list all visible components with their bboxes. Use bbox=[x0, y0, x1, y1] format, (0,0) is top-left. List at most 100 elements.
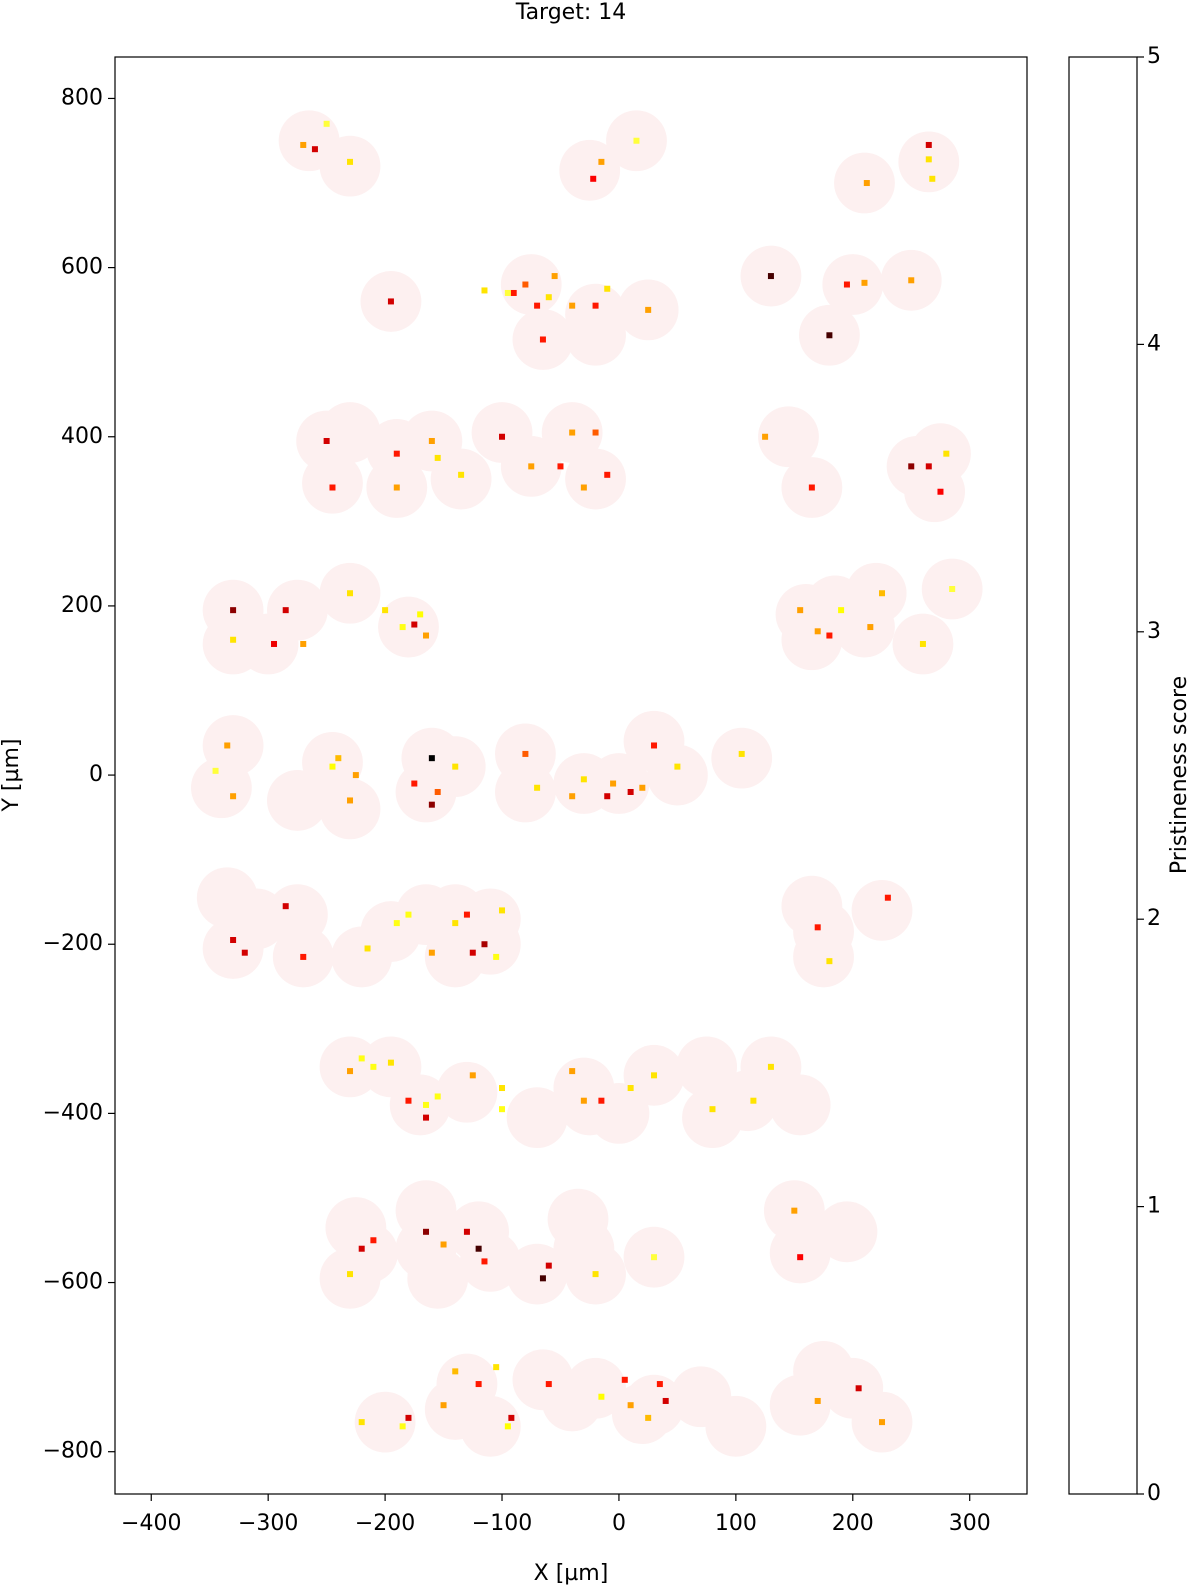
x-axis-label: X [µm] bbox=[534, 1561, 609, 1586]
point bbox=[423, 632, 430, 639]
point bbox=[300, 953, 307, 960]
point bbox=[651, 742, 658, 749]
point bbox=[230, 636, 237, 643]
region bbox=[758, 406, 819, 468]
point bbox=[919, 640, 926, 647]
point bbox=[329, 484, 336, 491]
point bbox=[405, 911, 412, 918]
point bbox=[434, 788, 441, 795]
point bbox=[370, 1063, 377, 1070]
region bbox=[769, 1074, 831, 1136]
region bbox=[267, 579, 328, 641]
point bbox=[590, 175, 597, 182]
region bbox=[459, 888, 521, 950]
point bbox=[645, 1414, 652, 1421]
point bbox=[329, 763, 336, 770]
region bbox=[430, 448, 492, 510]
point bbox=[522, 281, 529, 288]
point bbox=[569, 793, 576, 800]
region bbox=[647, 744, 708, 806]
point bbox=[633, 137, 640, 144]
point bbox=[393, 920, 400, 927]
point bbox=[528, 463, 535, 470]
point bbox=[569, 302, 576, 309]
region bbox=[565, 448, 626, 510]
point bbox=[504, 289, 511, 296]
region bbox=[319, 135, 381, 197]
point bbox=[347, 1271, 354, 1278]
point bbox=[364, 945, 371, 952]
y-tick-label: −200 bbox=[43, 931, 103, 956]
point bbox=[645, 306, 652, 313]
point bbox=[347, 158, 354, 165]
point bbox=[300, 141, 307, 148]
point bbox=[411, 621, 418, 628]
point bbox=[230, 607, 237, 614]
region bbox=[559, 139, 621, 201]
point bbox=[534, 302, 541, 309]
point bbox=[481, 941, 488, 948]
point bbox=[867, 624, 874, 631]
point bbox=[352, 772, 359, 779]
point bbox=[224, 742, 231, 749]
point bbox=[545, 294, 552, 301]
colorbar-tick-label: 1 bbox=[1147, 1194, 1161, 1219]
region bbox=[793, 926, 854, 988]
point bbox=[469, 949, 476, 956]
point bbox=[452, 920, 459, 927]
point bbox=[580, 484, 587, 491]
region bbox=[845, 562, 907, 624]
region bbox=[588, 753, 650, 814]
point bbox=[651, 1072, 658, 1079]
point bbox=[814, 1397, 821, 1404]
point bbox=[423, 1114, 430, 1121]
point bbox=[925, 141, 932, 148]
point bbox=[393, 484, 400, 491]
point bbox=[311, 146, 318, 153]
colorbar-label: Pristineness score bbox=[1167, 676, 1192, 874]
point bbox=[863, 180, 870, 187]
point bbox=[510, 289, 517, 296]
x-tick-label: −100 bbox=[472, 1511, 532, 1536]
point bbox=[347, 590, 354, 597]
point bbox=[580, 776, 587, 783]
point bbox=[879, 590, 886, 597]
point bbox=[908, 463, 915, 470]
region bbox=[302, 731, 363, 793]
point bbox=[387, 298, 394, 305]
region bbox=[506, 1087, 568, 1149]
point bbox=[604, 471, 611, 478]
point bbox=[949, 586, 956, 593]
point bbox=[399, 1423, 406, 1430]
region bbox=[495, 761, 556, 823]
region bbox=[904, 461, 966, 523]
point bbox=[569, 429, 576, 436]
region bbox=[506, 1243, 568, 1305]
point bbox=[598, 1393, 605, 1400]
point bbox=[463, 911, 470, 918]
point bbox=[382, 607, 389, 614]
region bbox=[565, 304, 626, 366]
point bbox=[545, 1262, 552, 1269]
point bbox=[569, 1068, 576, 1075]
region bbox=[676, 1036, 738, 1098]
point bbox=[929, 175, 936, 182]
point bbox=[539, 1275, 546, 1282]
y-axis-label: Y [µm] bbox=[0, 738, 24, 812]
point bbox=[282, 903, 289, 910]
point bbox=[323, 437, 330, 444]
point bbox=[230, 937, 237, 944]
point bbox=[627, 1085, 634, 1092]
point bbox=[750, 1097, 757, 1104]
point bbox=[499, 433, 506, 440]
y-tick-label: 0 bbox=[89, 762, 103, 787]
point bbox=[440, 1402, 447, 1409]
point bbox=[428, 755, 435, 762]
point bbox=[557, 463, 564, 470]
point bbox=[662, 1397, 669, 1404]
point bbox=[925, 463, 932, 470]
x-tick-label: 200 bbox=[832, 1511, 874, 1536]
point bbox=[411, 780, 418, 787]
point bbox=[469, 1072, 476, 1079]
